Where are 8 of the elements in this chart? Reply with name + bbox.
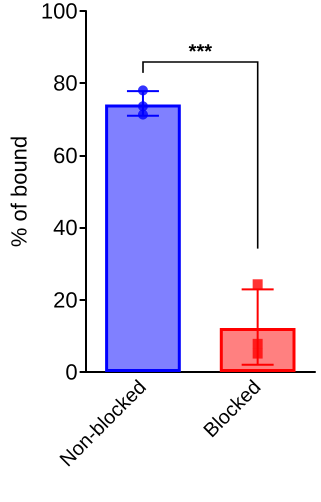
y-tick-label: 40: [53, 215, 78, 240]
y-tick-label: 20: [53, 287, 78, 312]
y-axis-title: % of bound: [6, 136, 32, 248]
y-tick-label: 0: [65, 360, 78, 384]
annotation: ***: [188, 40, 212, 63]
y-tick-label: 60: [53, 142, 78, 168]
y-tick-label: 100: [40, 0, 78, 24]
y-tick-label: 80: [53, 70, 78, 96]
